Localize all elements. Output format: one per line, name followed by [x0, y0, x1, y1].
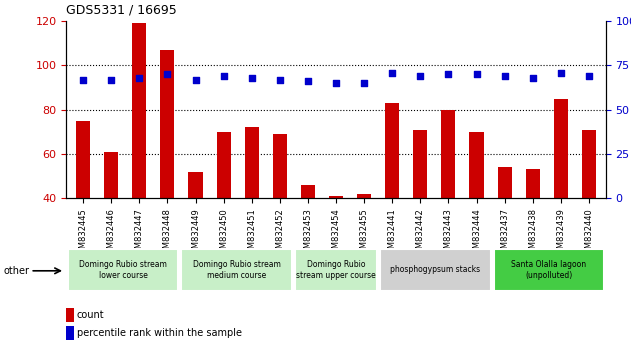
Text: count: count: [77, 310, 105, 320]
Point: [359, 80, 369, 86]
Text: GDS5331 / 16695: GDS5331 / 16695: [66, 4, 177, 17]
Point: [218, 73, 228, 79]
Point: [415, 73, 425, 79]
Point: [556, 70, 566, 75]
Text: Domingo Rubio stream
medium course: Domingo Rubio stream medium course: [192, 260, 281, 280]
Point: [500, 73, 510, 79]
Bar: [441, 110, 456, 287]
Bar: [189, 172, 203, 287]
Point: [247, 75, 257, 81]
Bar: [493, 249, 604, 291]
Bar: [498, 167, 512, 287]
Point: [528, 75, 538, 81]
Point: [134, 75, 144, 81]
Text: Domingo Rubio
stream upper course: Domingo Rubio stream upper course: [296, 260, 376, 280]
Point: [106, 77, 116, 82]
Bar: [582, 130, 596, 287]
Point: [331, 80, 341, 86]
Point: [444, 72, 454, 77]
Bar: [181, 249, 292, 291]
Bar: [216, 132, 231, 287]
Bar: [301, 185, 315, 287]
Bar: [68, 249, 179, 291]
Bar: [76, 121, 90, 287]
Text: phosphogypsum stacks: phosphogypsum stacks: [391, 266, 480, 274]
Point: [584, 73, 594, 79]
Point: [274, 77, 285, 82]
Bar: [357, 194, 371, 287]
Bar: [329, 196, 343, 287]
Bar: [469, 132, 483, 287]
Text: percentile rank within the sample: percentile rank within the sample: [77, 328, 242, 338]
Text: Domingo Rubio stream
lower course: Domingo Rubio stream lower course: [79, 260, 167, 280]
Bar: [380, 249, 491, 291]
Bar: [133, 23, 146, 287]
Bar: [245, 127, 259, 287]
Bar: [104, 152, 118, 287]
Bar: [413, 130, 427, 287]
Point: [387, 70, 398, 75]
Point: [303, 79, 313, 84]
Text: Santa Olalla lagoon
(unpolluted): Santa Olalla lagoon (unpolluted): [511, 260, 587, 280]
Bar: [273, 134, 287, 287]
Bar: [554, 99, 568, 287]
Point: [471, 72, 481, 77]
Point: [191, 77, 201, 82]
Bar: [295, 249, 377, 291]
Bar: [160, 50, 174, 287]
Point: [162, 72, 172, 77]
Bar: [526, 170, 540, 287]
Text: other: other: [3, 266, 29, 276]
Point: [78, 77, 88, 82]
Bar: [385, 103, 399, 287]
